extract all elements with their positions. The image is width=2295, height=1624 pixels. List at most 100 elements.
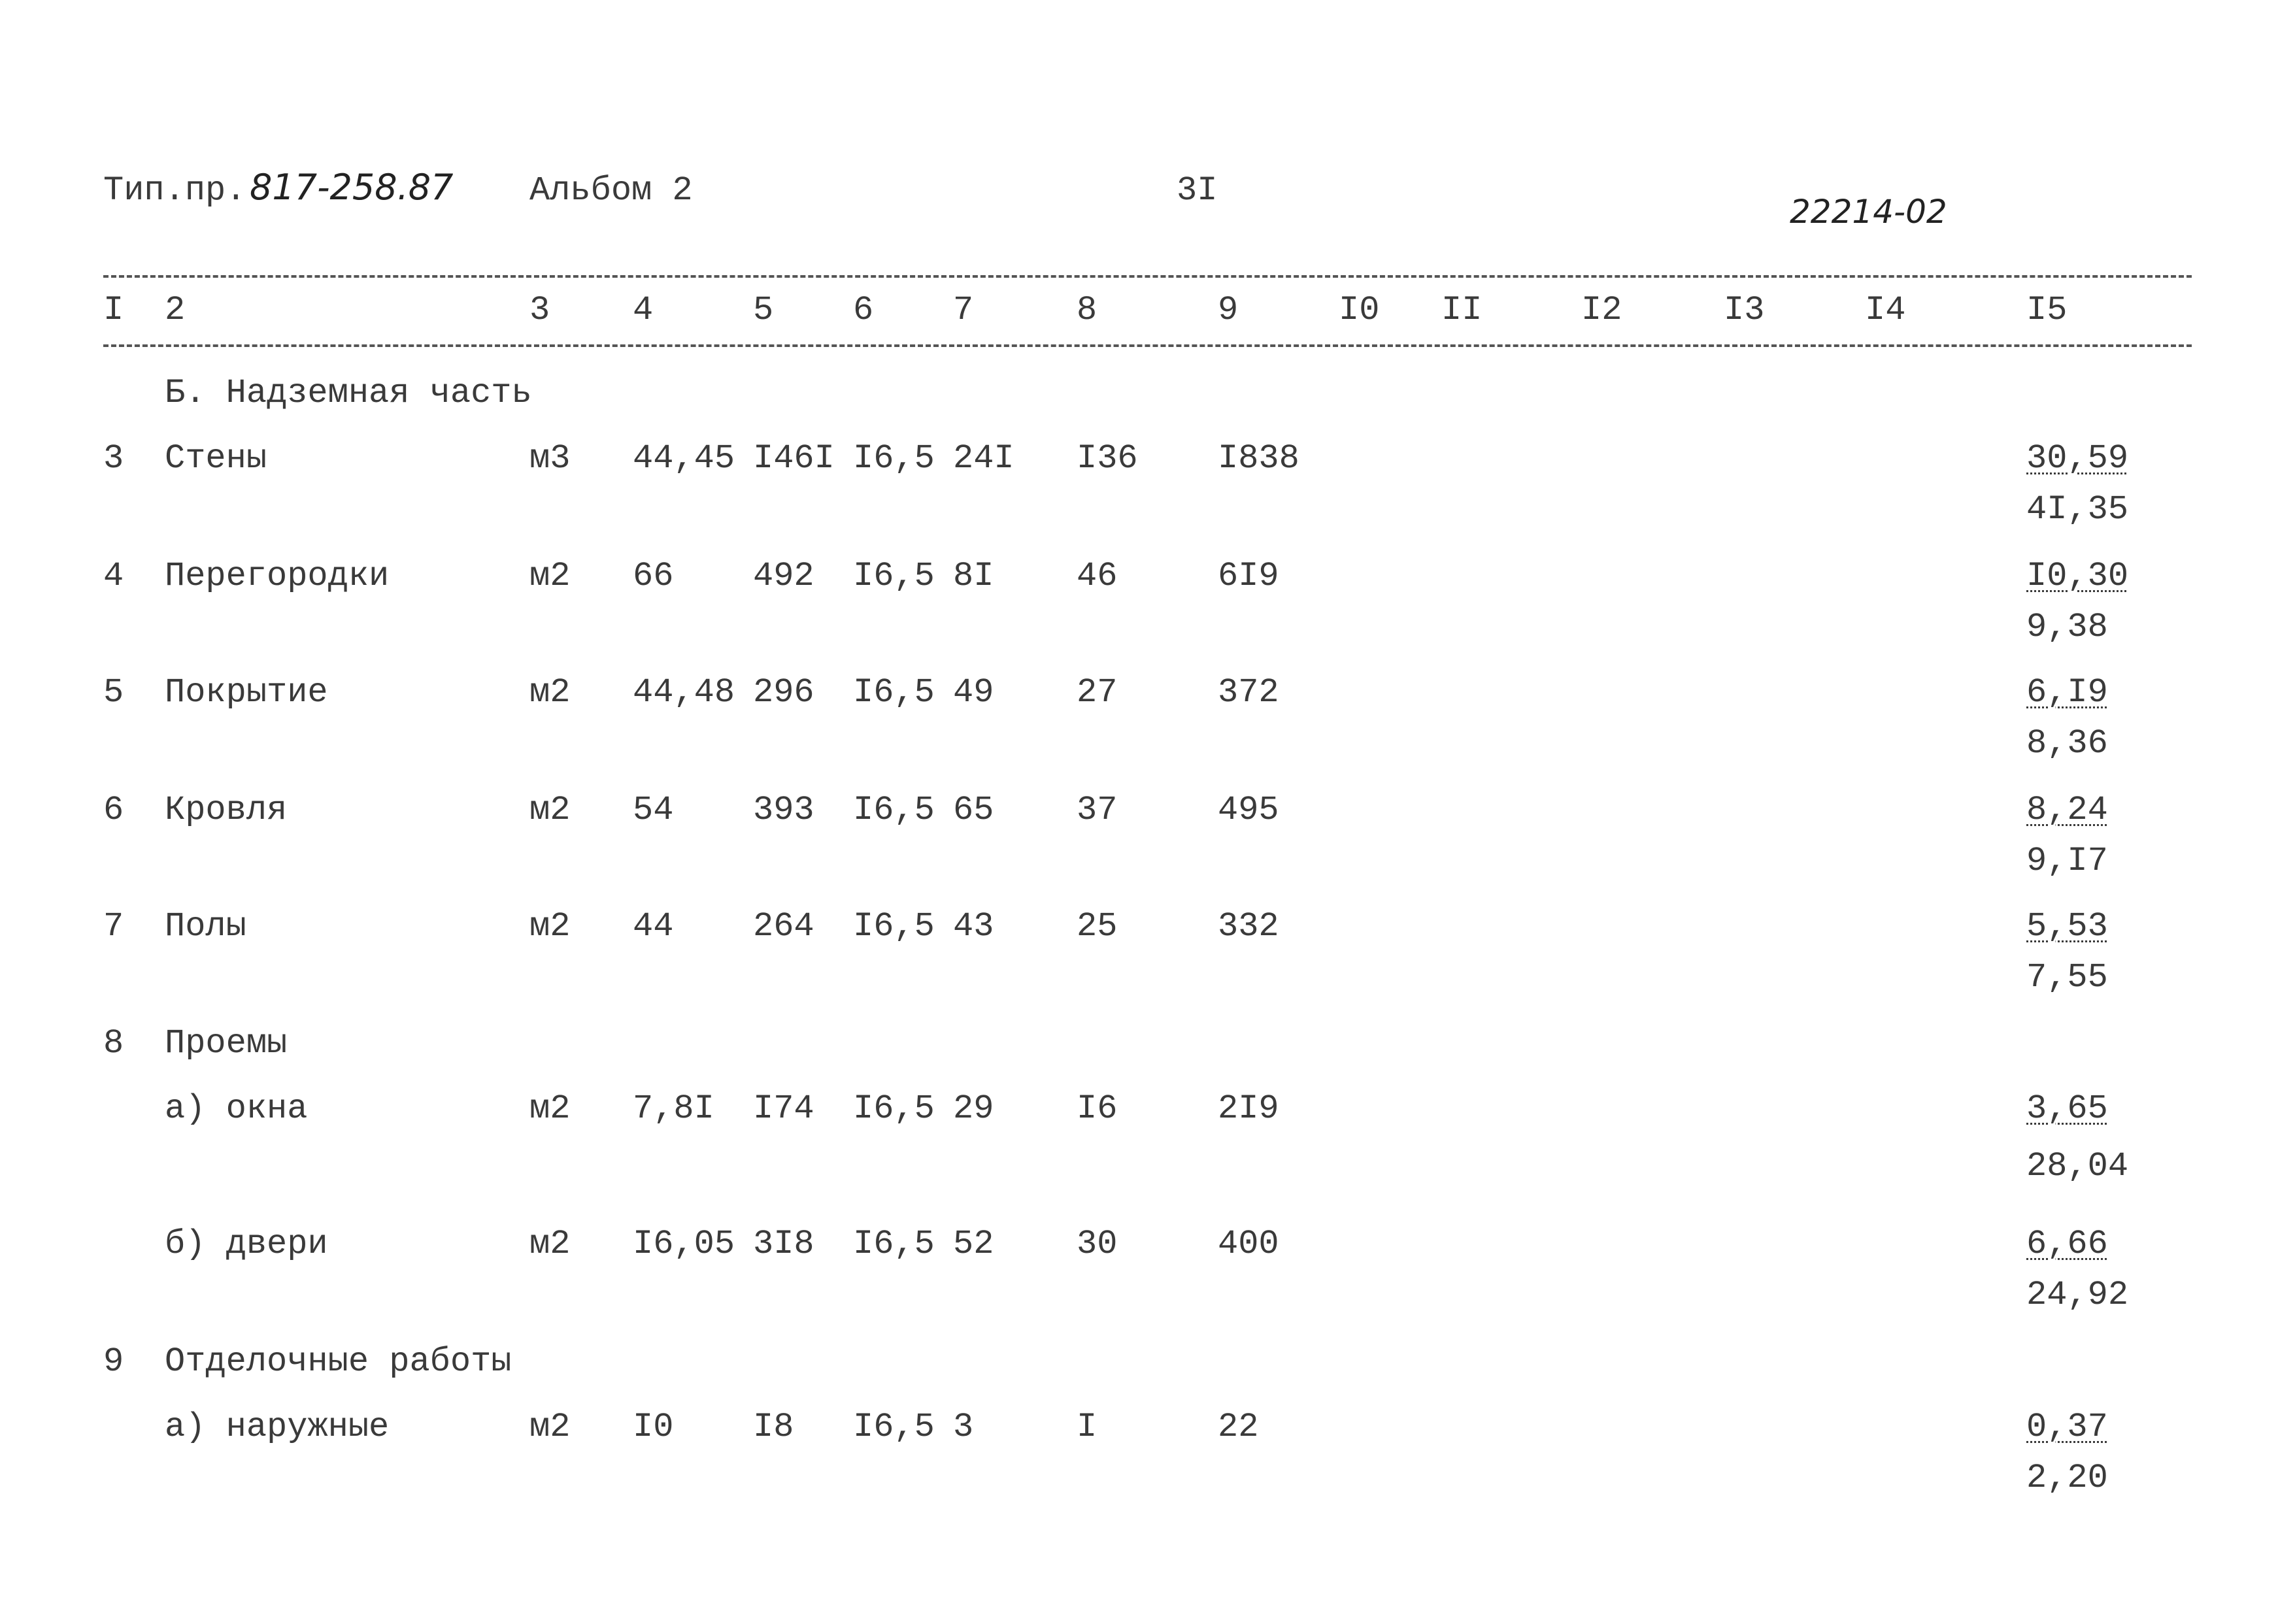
cell-name: Стены — [165, 439, 267, 478]
column-number-14: I4 — [1865, 291, 1906, 329]
cell-unit: м3 — [529, 439, 571, 478]
cell-c15-numerator: 6,66 — [2026, 1225, 2108, 1263]
cell-name: Кровля — [165, 791, 288, 829]
cell-name: Проемы — [165, 1024, 288, 1063]
cell-c15-numerator: I0,30 — [2026, 557, 2129, 595]
cell-name: Перегородки — [165, 557, 390, 595]
section-title: Б. Надземная часть — [165, 374, 532, 412]
cell-c4: 66 — [633, 557, 674, 595]
cell-c6: I6,5 — [853, 1408, 935, 1446]
cell-c5: I46I — [753, 439, 835, 478]
cell-c15-denominator: 28,04 — [2026, 1147, 2129, 1185]
stamp-code: 22214-02 — [1790, 193, 1947, 231]
cell-c8: I — [1077, 1408, 1097, 1446]
cell-c7: 8I — [953, 557, 994, 595]
cell-c15-numerator: 3,65 — [2026, 1089, 2108, 1128]
cell-c7: 29 — [953, 1089, 994, 1128]
cell-no: 3 — [103, 439, 124, 478]
cell-name: а) наружные — [165, 1408, 390, 1446]
cell-c15-denominator: 24,92 — [2026, 1276, 2129, 1314]
column-number-12: I2 — [1581, 291, 1622, 329]
column-number-6: 6 — [853, 291, 874, 329]
cell-unit: м2 — [529, 1089, 571, 1128]
cell-c5: 296 — [753, 673, 814, 712]
cell-c5: 3I8 — [753, 1225, 814, 1263]
cell-c8: I36 — [1077, 439, 1138, 478]
type-project-label: Тип.пр. — [103, 171, 246, 210]
cell-c9: 372 — [1218, 673, 1279, 712]
column-number-11: II — [1441, 291, 1483, 329]
cell-c6: I6,5 — [853, 1225, 935, 1263]
cell-c8: 30 — [1077, 1225, 1118, 1263]
column-number-1: I — [103, 291, 124, 329]
column-number-3: 3 — [529, 291, 550, 329]
cell-name: Отделочные работы — [165, 1342, 512, 1381]
cell-c4: I6,05 — [633, 1225, 735, 1263]
cell-name: Полы — [165, 907, 246, 946]
cell-c9: 332 — [1218, 907, 1279, 946]
cell-c15-numerator: 8,24 — [2026, 791, 2108, 829]
cell-no: 9 — [103, 1342, 124, 1381]
cell-c5: 393 — [753, 791, 814, 829]
cell-c8: I6 — [1077, 1089, 1118, 1128]
cell-c15-denominator: 9,38 — [2026, 608, 2108, 646]
cell-c6: I6,5 — [853, 791, 935, 829]
cell-c7: 65 — [953, 791, 994, 829]
cell-no: 8 — [103, 1024, 124, 1063]
column-number-15: I5 — [2026, 291, 2068, 329]
cell-c6: I6,5 — [853, 439, 935, 478]
cell-c9: I838 — [1218, 439, 1299, 478]
column-number-13: I3 — [1724, 291, 1765, 329]
cell-unit: м2 — [529, 673, 571, 712]
cell-c5: I8 — [753, 1408, 794, 1446]
cell-c4: 44,48 — [633, 673, 735, 712]
cell-c7: 3 — [953, 1408, 974, 1446]
cell-c15-denominator: 8,36 — [2026, 724, 2108, 763]
cell-c4: 44 — [633, 907, 674, 946]
cell-c7: 49 — [953, 673, 994, 712]
column-number-7: 7 — [953, 291, 974, 329]
cell-c7: 43 — [953, 907, 994, 946]
cell-no: 5 — [103, 673, 124, 712]
cell-c15-denominator: 7,55 — [2026, 958, 2108, 997]
album-label: Альбом 2 — [529, 171, 693, 210]
cell-name: б) двери — [165, 1225, 328, 1263]
cell-c9: 2I9 — [1218, 1089, 1279, 1128]
cell-no: 6 — [103, 791, 124, 829]
column-number-4: 4 — [633, 291, 654, 329]
cell-c15-numerator: 0,37 — [2026, 1408, 2108, 1446]
cell-c4: 54 — [633, 791, 674, 829]
column-number-2: 2 — [165, 291, 186, 329]
cell-c8: 27 — [1077, 673, 1118, 712]
cell-c6: I6,5 — [853, 673, 935, 712]
column-number-9: 9 — [1218, 291, 1239, 329]
page-number: 3I — [1177, 171, 1218, 210]
cell-name: Покрытие — [165, 673, 328, 712]
cell-c15-numerator: 6,I9 — [2026, 673, 2108, 712]
cell-c9: 400 — [1218, 1225, 1279, 1263]
cell-c4: 44,45 — [633, 439, 735, 478]
cell-c9: 22 — [1218, 1408, 1259, 1446]
column-number-10: I0 — [1339, 291, 1380, 329]
cell-unit: м2 — [529, 907, 571, 946]
cell-c5: I74 — [753, 1089, 814, 1128]
cell-c9: 495 — [1218, 791, 1279, 829]
cell-c15-numerator: 30,59 — [2026, 439, 2129, 478]
cell-c7: 24I — [953, 439, 1014, 478]
cell-c6: I6,5 — [853, 907, 935, 946]
cell-c7: 52 — [953, 1225, 994, 1263]
cell-c5: 264 — [753, 907, 814, 946]
type-project-number: 817-258.87 — [250, 167, 454, 208]
cell-c15-denominator: 2,20 — [2026, 1459, 2108, 1497]
cell-c4: 7,8I — [633, 1089, 714, 1128]
cell-c6: I6,5 — [853, 557, 935, 595]
header-divider-top — [103, 275, 2192, 278]
cell-c5: 492 — [753, 557, 814, 595]
cell-unit: м2 — [529, 557, 571, 595]
cell-c9: 6I9 — [1218, 557, 1279, 595]
cell-c15-denominator: 9,I7 — [2026, 842, 2108, 880]
cell-c15-denominator: 4I,35 — [2026, 490, 2129, 529]
column-number-5: 5 — [753, 291, 774, 329]
cell-c8: 25 — [1077, 907, 1118, 946]
